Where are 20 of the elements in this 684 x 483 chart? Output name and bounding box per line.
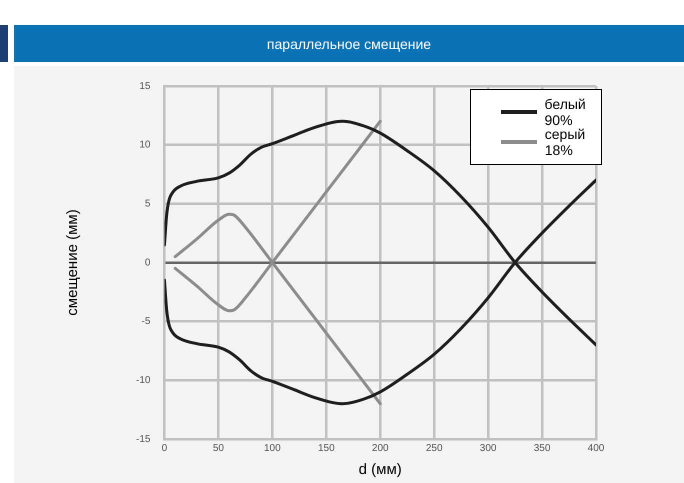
y-tick-label: 10 (139, 140, 151, 151)
x-tick-label: 400 (588, 442, 605, 454)
x-tick-label: 0 (162, 442, 168, 454)
y-tick-label: -5 (142, 316, 151, 328)
x-axis-title: d (мм) (358, 461, 402, 478)
y-tick-label: -10 (136, 374, 151, 386)
x-tick-label: 200 (372, 442, 390, 454)
y-axis-title: смещение (мм) (64, 209, 82, 316)
y-tick-label: 0 (144, 257, 151, 268)
x-tick-label: 350 (534, 442, 551, 454)
y-tick-label: 15 (139, 80, 151, 92)
x-tick-label: 250 (426, 442, 443, 454)
y-tick-label: 5 (144, 198, 151, 210)
y-tick-label: -15 (136, 434, 151, 445)
legend-label: серый 18% (544, 126, 586, 158)
x-tick-label: 50 (212, 442, 224, 454)
x-tick-label: 150 (318, 442, 336, 454)
chart-title: параллельное смещение (14, 25, 684, 62)
x-tick-label: 100 (264, 442, 282, 454)
x-tick-label: 300 (480, 442, 497, 454)
